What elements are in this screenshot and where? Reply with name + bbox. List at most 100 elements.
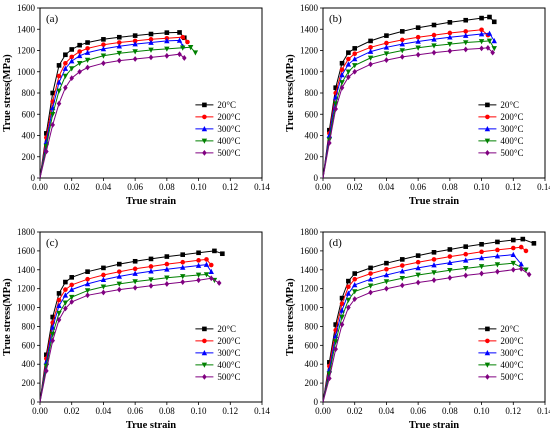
- data-point: [63, 84, 68, 91]
- x-tick-label: 0.02: [347, 182, 363, 192]
- data-point: [368, 289, 373, 296]
- data-point: [368, 61, 373, 68]
- data-point: [180, 34, 186, 40]
- data-point: [367, 48, 374, 54]
- data-point: [44, 367, 49, 374]
- data-point: [63, 305, 68, 312]
- data-point: [164, 52, 170, 59]
- panel-label: (d): [329, 237, 342, 249]
- data-point: [132, 284, 138, 291]
- data-point: [116, 50, 122, 57]
- data-point: [352, 51, 358, 56]
- data-point: [76, 52, 83, 59]
- data-point: [212, 248, 217, 254]
- data-point: [367, 283, 374, 289]
- data-point: [69, 58, 75, 64]
- data-point: [132, 41, 138, 47]
- legend-label: 500°C: [217, 148, 240, 158]
- data-point: [491, 38, 497, 44]
- x-tick-label: 0.14: [537, 182, 550, 192]
- x-tick-label: 0.12: [505, 182, 521, 192]
- data-point: [478, 255, 485, 261]
- data-point: [327, 140, 332, 146]
- legend-label: 200°C: [217, 336, 240, 346]
- data-point: [346, 304, 351, 311]
- data-point: [352, 68, 358, 75]
- legend-marker: [485, 102, 490, 108]
- legend-marker: [484, 350, 491, 356]
- data-point: [463, 266, 469, 272]
- data-point: [384, 57, 389, 63]
- y-axis-label: True stress(MPa): [285, 278, 296, 356]
- plot-frame: [39, 231, 263, 403]
- panel-label: (a): [46, 13, 59, 25]
- data-point: [84, 281, 91, 287]
- y-axis-label: True stress(MPa): [2, 278, 13, 356]
- data-point: [132, 258, 138, 264]
- data-point: [431, 43, 437, 49]
- data-point: [510, 266, 516, 273]
- y-tick-label: 1600: [17, 3, 36, 13]
- data-point: [69, 66, 75, 72]
- data-point: [49, 331, 56, 337]
- y-tick-label: 1600: [300, 3, 319, 13]
- x-tick-label: 0.10: [474, 182, 490, 192]
- y-tick-label: 1400: [300, 24, 319, 34]
- data-point: [345, 297, 352, 303]
- data-point: [69, 294, 75, 301]
- y-tick-label: 1000: [17, 67, 36, 77]
- data-point: [56, 302, 62, 308]
- data-point: [44, 352, 49, 358]
- legend-marker: [484, 126, 491, 132]
- data-point: [180, 279, 186, 285]
- x-tick-label: 0.00: [32, 406, 48, 416]
- data-point: [339, 314, 345, 320]
- legend-marker: [201, 138, 208, 144]
- data-point: [431, 257, 437, 262]
- data-point: [415, 259, 421, 265]
- data-point: [339, 84, 345, 91]
- data-point: [132, 56, 138, 62]
- series-line: [322, 254, 522, 403]
- data-point: [148, 268, 154, 274]
- data-point: [384, 285, 389, 292]
- data-point: [56, 100, 62, 107]
- legend-marker: [485, 338, 490, 344]
- series-line: [322, 246, 527, 403]
- data-point: [176, 37, 183, 43]
- y-tick-label: 400: [305, 359, 319, 369]
- data-point: [463, 29, 469, 34]
- y-tick-label: 800: [305, 321, 319, 331]
- y-tick-label: 400: [22, 359, 36, 369]
- data-point: [85, 64, 90, 71]
- legend-label: 200°C: [500, 336, 523, 346]
- data-point: [192, 50, 199, 56]
- data-point: [367, 55, 374, 61]
- data-point: [494, 253, 501, 259]
- data-point: [69, 282, 75, 288]
- data-point: [63, 60, 68, 66]
- data-point: [69, 298, 75, 305]
- series-line: [39, 36, 188, 179]
- y-tick-label: 200: [22, 152, 36, 162]
- x-tick-label: 0.10: [474, 406, 490, 416]
- data-point: [56, 310, 62, 317]
- x-tick-label: 0.02: [64, 182, 80, 192]
- data-point: [333, 85, 338, 90]
- data-point: [116, 281, 122, 287]
- data-point: [399, 37, 405, 43]
- data-point: [185, 39, 190, 45]
- data-point: [203, 261, 210, 267]
- data-point: [383, 51, 390, 57]
- data-point: [346, 284, 351, 290]
- data-point: [116, 57, 122, 64]
- data-point: [56, 88, 62, 94]
- data-point: [510, 245, 516, 251]
- x-tick-label: 0.12: [505, 406, 521, 416]
- data-point: [208, 262, 214, 268]
- data-point: [56, 297, 62, 303]
- data-point: [148, 256, 154, 262]
- data-point: [431, 250, 437, 255]
- legend-marker: [202, 150, 207, 156]
- data-point: [447, 274, 453, 281]
